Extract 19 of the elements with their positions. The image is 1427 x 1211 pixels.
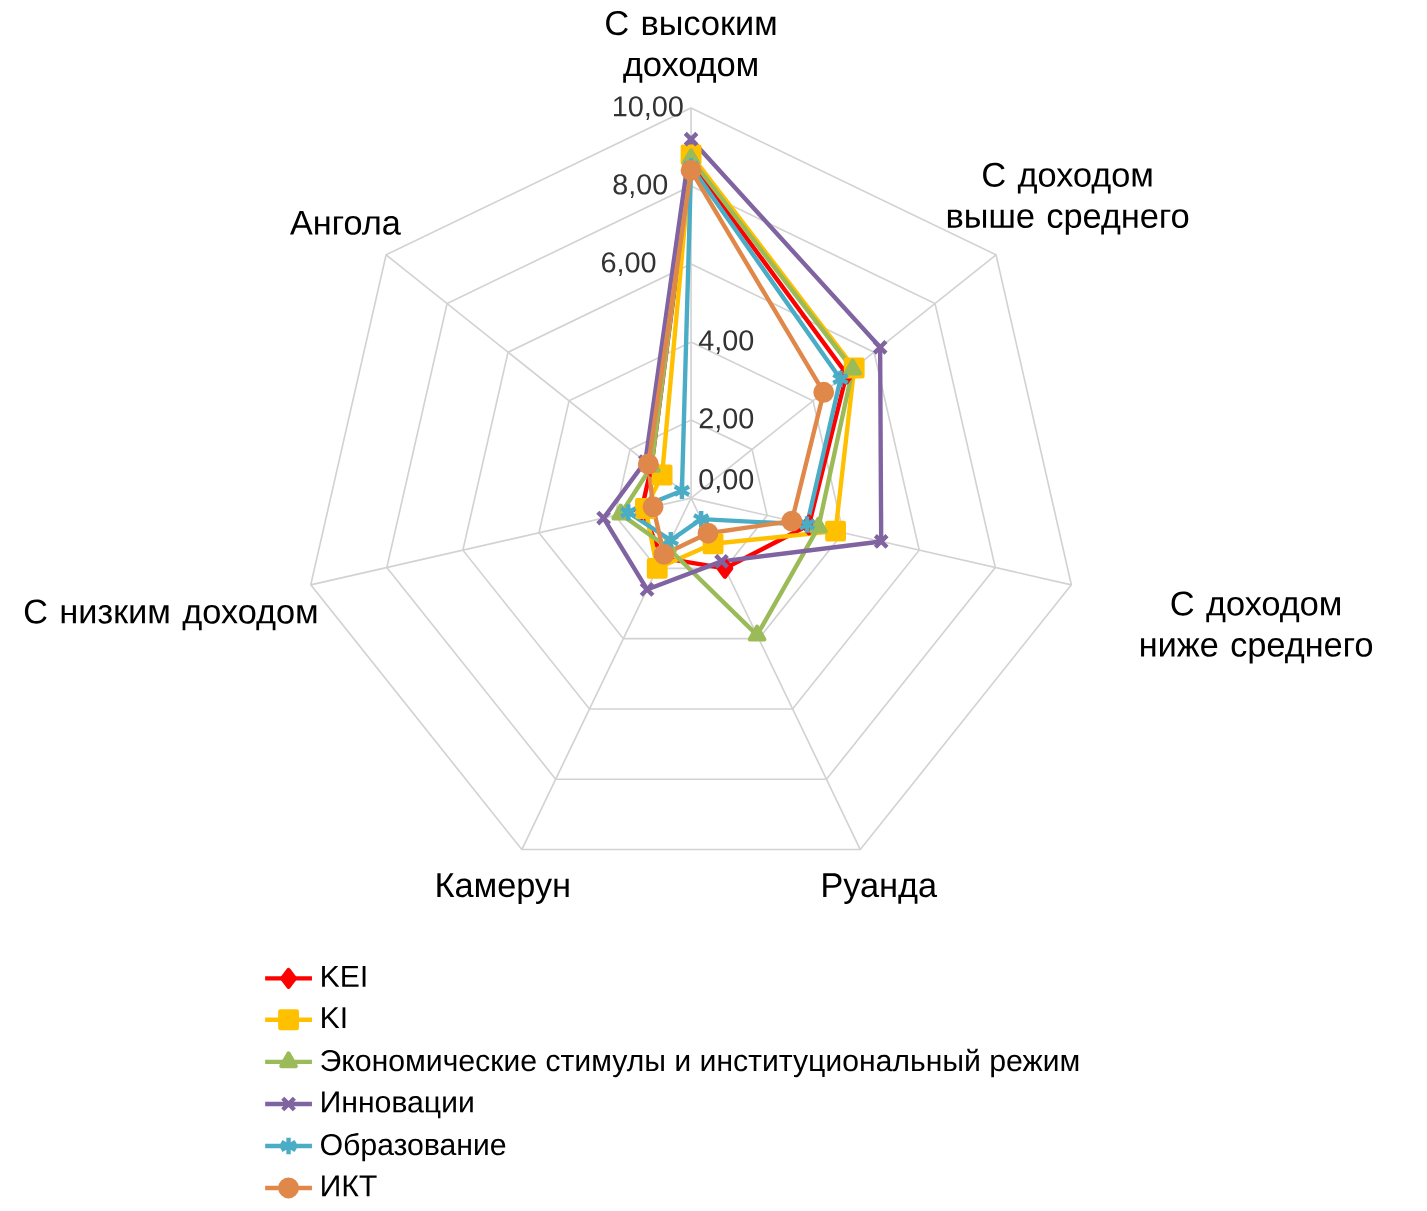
y-tick-label: 2,00 xyxy=(699,408,754,432)
legend-label: KEI xyxy=(322,965,366,987)
y-tick-label: 8,00 xyxy=(613,173,668,198)
spoke-label: Ангола xyxy=(290,210,401,235)
legend-label: KI xyxy=(322,1007,346,1028)
spoke-label: Руанда xyxy=(823,873,938,904)
spoke-label: Камерун xyxy=(437,873,569,904)
spoke-label: С доходом выше среднего xyxy=(947,162,1189,235)
y-tick-label: 10,00 xyxy=(614,95,683,120)
y-tick-label: 4,00 xyxy=(698,329,754,354)
legend-label: Образование xyxy=(321,1132,506,1162)
legend-label: Экономические стимулы и институциональный режим xyxy=(321,1048,1079,1078)
legend-label: Инновации xyxy=(322,1091,473,1119)
spoke-label: С доходом ниже среднего xyxy=(1141,591,1373,664)
legend-label: ИКТ xyxy=(322,1175,377,1197)
spoke-label: С низким доходом xyxy=(24,599,317,631)
y-tick-label: 0,00 xyxy=(699,468,754,493)
spoke-label: С высоким доходом xyxy=(606,10,776,83)
y-tick-label: 6,00 xyxy=(601,251,656,276)
